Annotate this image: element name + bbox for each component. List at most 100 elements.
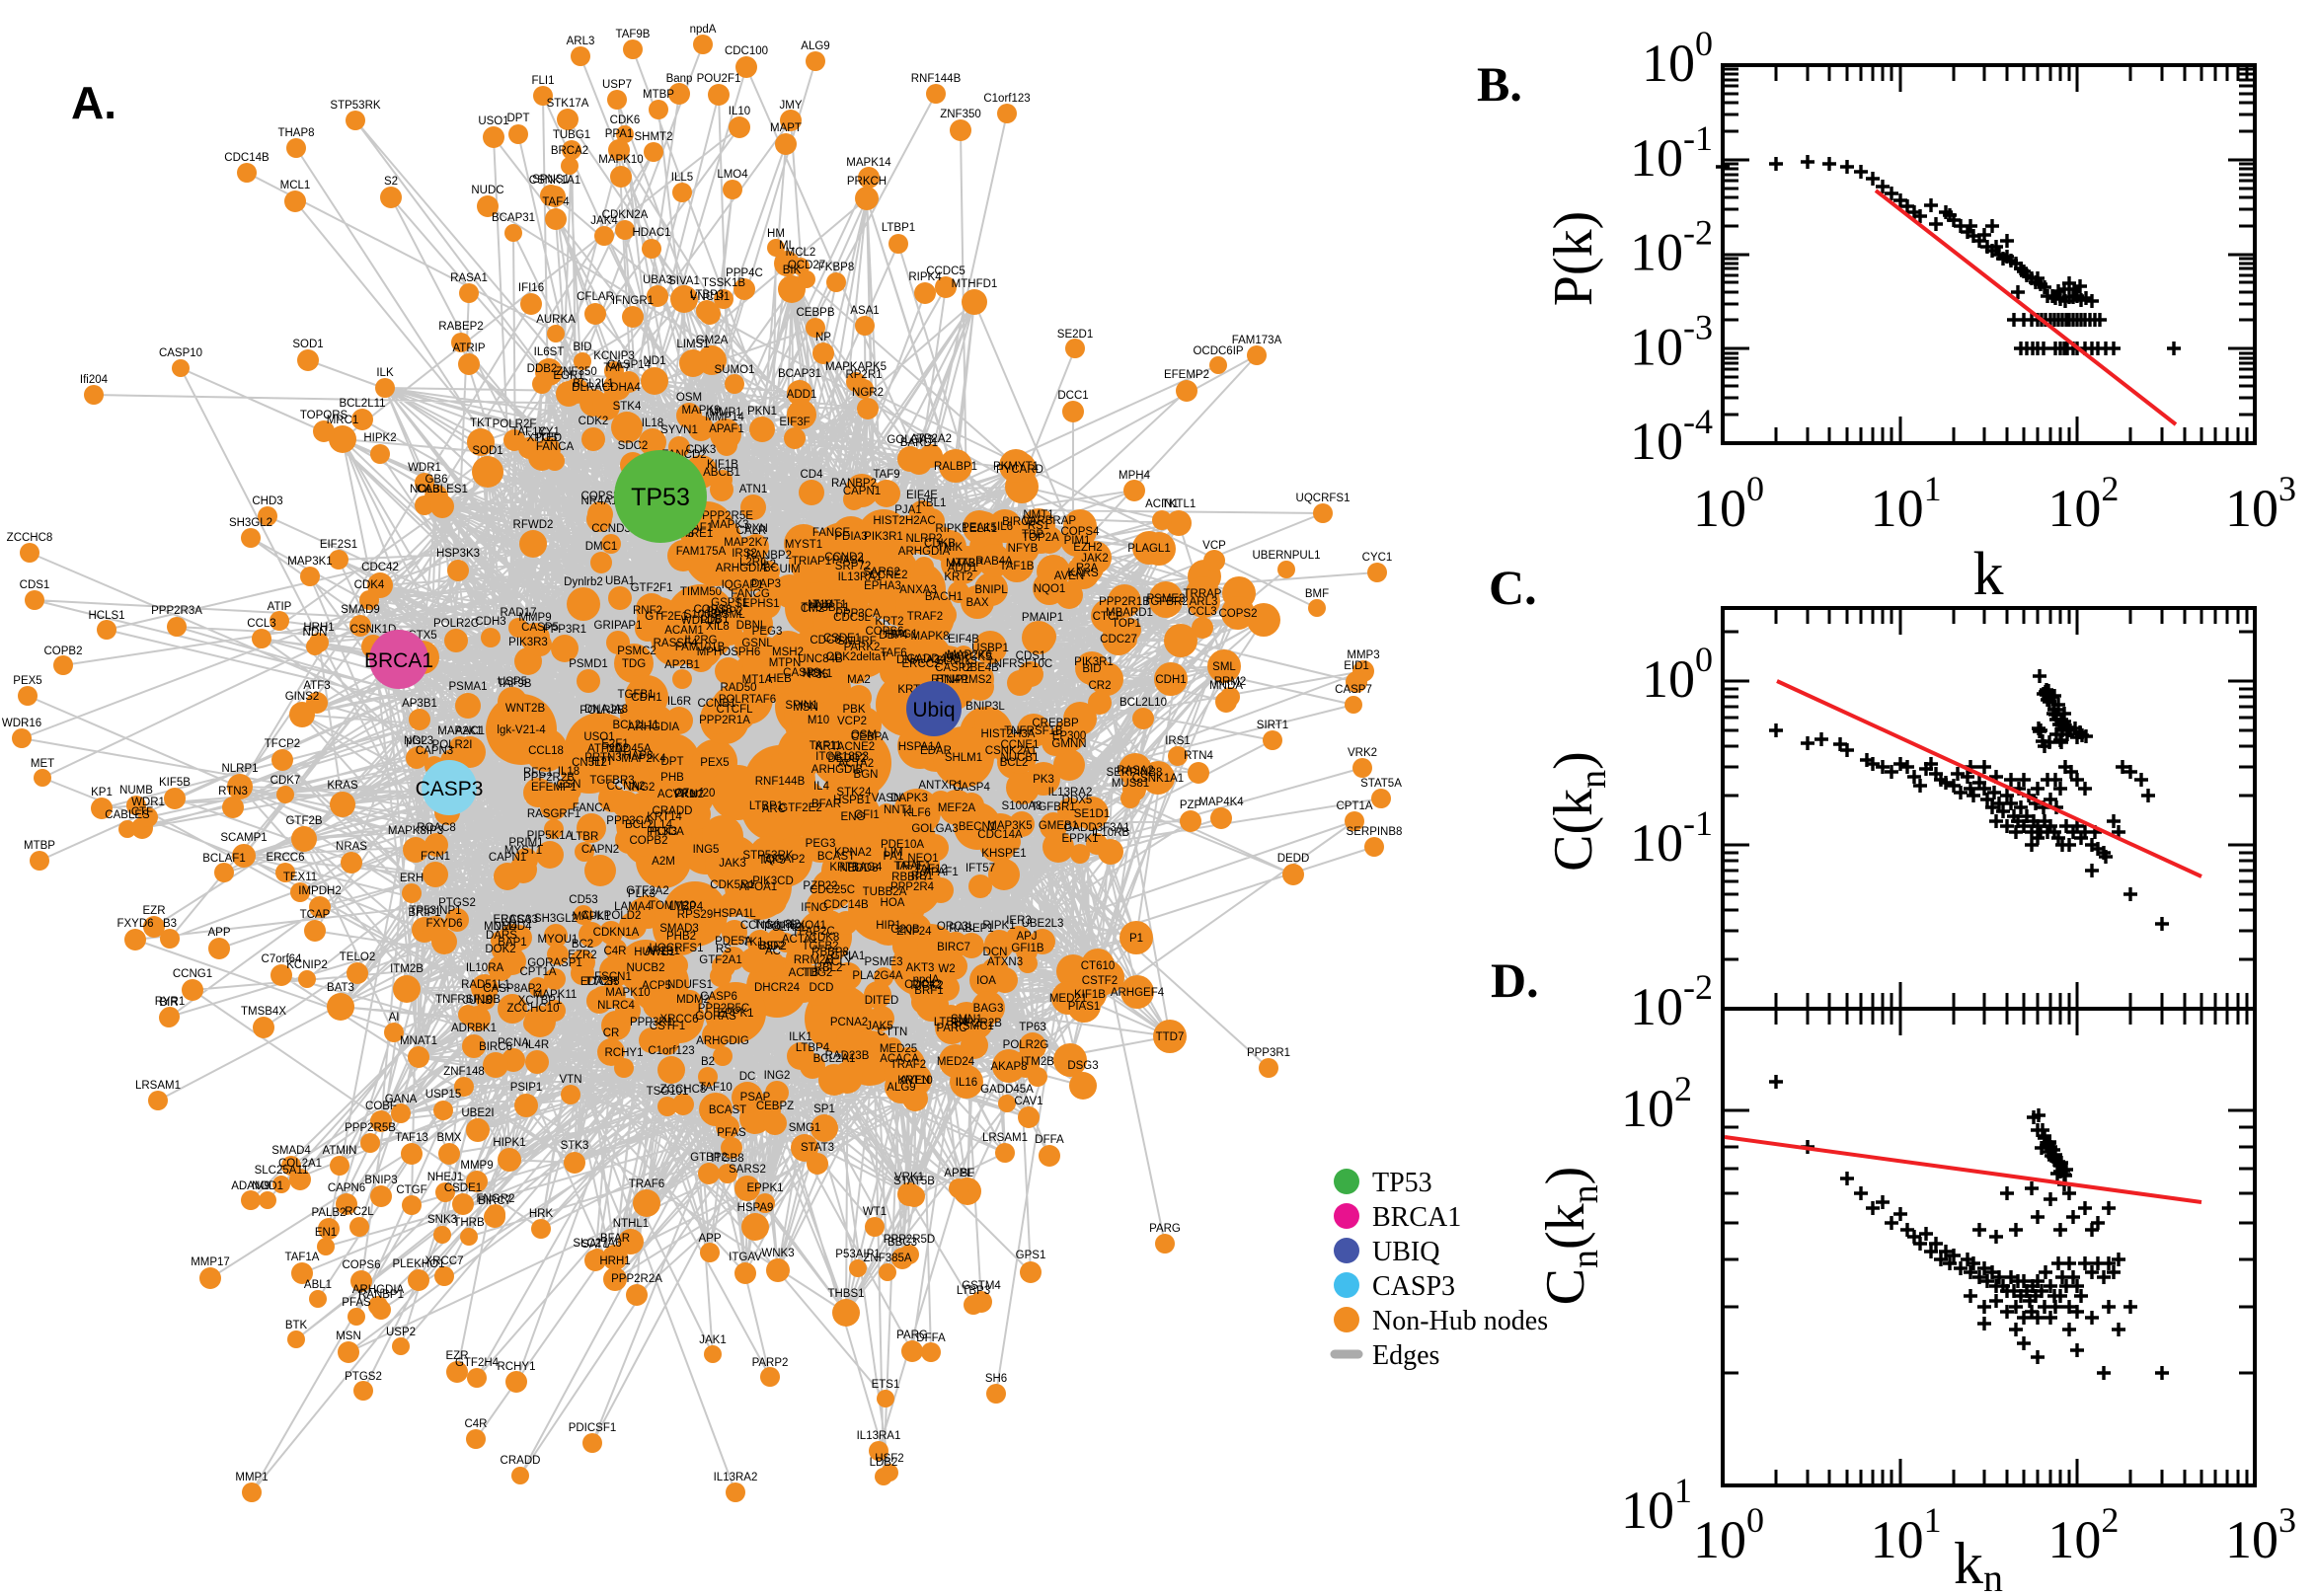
svg-text:COPS6: COPS6 <box>343 1259 381 1271</box>
svg-text:MSN: MSN <box>793 702 818 714</box>
svg-text:PPA1: PPA1 <box>605 128 634 140</box>
svg-text:MAPKAPK5: MAPKAPK5 <box>825 361 887 373</box>
svg-text:k: k <box>1973 541 2004 608</box>
svg-text:SERPINB8: SERPINB8 <box>1107 767 1163 779</box>
svg-text:MBARD1: MBARD1 <box>1106 607 1153 619</box>
svg-text:DNAJA3: DNAJA3 <box>896 654 940 666</box>
svg-text:USP15: USP15 <box>425 1089 461 1101</box>
svg-text:B.: B. <box>1477 56 1522 112</box>
svg-text:GTBP2: GTBP2 <box>690 1152 728 1164</box>
svg-text:GOLGA3: GOLGA3 <box>911 823 958 835</box>
svg-text:DPT: DPT <box>661 756 684 768</box>
svg-text:TDG: TDG <box>622 658 646 670</box>
svg-text:TAF6: TAF6 <box>880 647 906 659</box>
svg-text:SIRT1: SIRT1 <box>1257 720 1288 731</box>
svg-text:PBK: PBK <box>842 704 865 716</box>
svg-text:ILK: ILK <box>376 367 394 379</box>
svg-text:PARC: PARC <box>936 1023 966 1034</box>
svg-text:RIPK1: RIPK1 <box>982 920 1015 932</box>
svg-text:USF2: USF2 <box>757 941 786 952</box>
svg-text:RRM2B: RRM2B <box>794 954 834 966</box>
svg-text:NCK1: NCK1 <box>803 668 833 680</box>
svg-text:PLAGL1: PLAGL1 <box>1127 543 1170 555</box>
svg-text:RAB4A: RAB4A <box>975 556 1013 568</box>
svg-text:C4R: C4R <box>464 1418 487 1430</box>
svg-text:MUS81: MUS81 <box>1112 778 1149 790</box>
svg-text:AP1B1: AP1B1 <box>645 946 680 957</box>
svg-text:NDD45A: NDD45A <box>606 743 652 755</box>
svg-text:MRC1: MRC1 <box>327 415 359 426</box>
svg-text:PPP3R1: PPP3R1 <box>1247 1047 1290 1059</box>
svg-text:PKMYT1: PKMYT1 <box>993 461 1039 473</box>
svg-text:ZNF148: ZNF148 <box>443 1066 485 1078</box>
svg-text:MMP3: MMP3 <box>1347 649 1379 661</box>
svg-text:ARHGEF4: ARHGEF4 <box>1111 987 1165 999</box>
svg-text:POU2F1: POU2F1 <box>697 73 741 85</box>
svg-text:SRP72: SRP72 <box>835 561 871 572</box>
svg-text:PPP2R2A: PPP2R2A <box>611 1273 662 1285</box>
svg-text:HSPA9: HSPA9 <box>737 1202 774 1214</box>
svg-text:VCP: VCP <box>1202 540 1226 552</box>
svg-text:HSPA1L: HSPA1L <box>713 908 756 920</box>
svg-text:PCNA: PCNA <box>498 1037 529 1049</box>
svg-text:CDC14A: CDC14A <box>977 829 1023 841</box>
svg-text:PLA2G4A: PLA2G4A <box>852 970 902 982</box>
svg-text:POLR2C: POLR2C <box>433 618 479 630</box>
svg-text:MCL1: MCL1 <box>280 180 311 191</box>
svg-text:JAK2: JAK2 <box>1081 553 1109 565</box>
svg-text:TAF12: TAF12 <box>914 864 948 875</box>
svg-text:UBE2I: UBE2I <box>461 1107 494 1119</box>
svg-text:IL2RG: IL2RG <box>684 635 717 646</box>
svg-text:TAF1B: TAF1B <box>1000 561 1035 572</box>
svg-text:MAP2K4: MAP2K4 <box>621 753 666 765</box>
svg-text:FKBP8: FKBP8 <box>818 262 854 273</box>
svg-text:PDIA3: PDIA3 <box>834 531 867 543</box>
svg-text:CSNK1D: CSNK1D <box>350 624 397 636</box>
svg-text:CDC42: CDC42 <box>904 979 942 991</box>
svg-text:HMG1: HMG1 <box>885 629 917 641</box>
svg-text:PTGS2: PTGS2 <box>438 897 476 909</box>
svg-text:SERPINB8: SERPINB8 <box>1347 826 1403 838</box>
svg-text:TRIAP1: TRIAP1 <box>792 556 831 568</box>
svg-text:GTF2E1: GTF2E1 <box>645 611 687 623</box>
svg-text:PARK2: PARK2 <box>844 642 881 653</box>
svg-text:SNK3: SNK3 <box>427 1214 457 1226</box>
svg-text:BCL2L1: BCL2L1 <box>573 378 614 390</box>
svg-text:APP: APP <box>698 1233 721 1245</box>
svg-text:TFCP2: TFCP2 <box>265 738 300 750</box>
svg-text:MAPK10: MAPK10 <box>605 987 650 999</box>
svg-text:THRB: THRB <box>453 1217 485 1229</box>
svg-text:TTD7: TTD7 <box>1156 1031 1185 1043</box>
svg-text:CDC27: CDC27 <box>1100 634 1137 646</box>
svg-text:SMAD9: SMAD9 <box>341 604 380 616</box>
svg-text:APOA1: APOA1 <box>739 881 777 893</box>
svg-text:COPB2: COPB2 <box>44 646 83 657</box>
svg-text:PYCARD: PYCARD <box>996 464 1043 476</box>
svg-text:DNAJA3: DNAJA3 <box>584 704 628 716</box>
svg-text:ZCCHC8: ZCCHC8 <box>7 532 53 544</box>
svg-text:MNDA: MNDA <box>1209 680 1243 692</box>
svg-text:ERCC6: ERCC6 <box>267 852 305 864</box>
svg-text:ING5: ING5 <box>693 844 720 856</box>
svg-text:APJ: APJ <box>1016 931 1037 943</box>
svg-text:CR: CR <box>603 1027 620 1039</box>
svg-text:L2RG: L2RG <box>739 557 769 569</box>
svg-text:G20B: G20B <box>890 924 920 936</box>
svg-text:PSIP1: PSIP1 <box>510 1082 543 1094</box>
svg-text:STP53RK: STP53RK <box>330 100 380 112</box>
svg-text:GORASP1: GORASP1 <box>527 957 582 969</box>
svg-text:ZCCHC8: ZCCHC8 <box>660 1084 707 1096</box>
svg-text:TGFB2: TGFB2 <box>802 941 838 952</box>
svg-text:VARBRAP: VARBRAP <box>1023 515 1076 527</box>
svg-text:PSMC2: PSMC2 <box>617 646 656 657</box>
svg-text:IER3: IER3 <box>1006 915 1032 927</box>
svg-text:CASP3: CASP3 <box>1372 1271 1455 1302</box>
svg-text:PPP2R5E: PPP2R5E <box>702 510 753 522</box>
svg-text:HOA: HOA <box>881 897 905 909</box>
svg-text:HRH1: HRH1 <box>303 622 334 634</box>
svg-text:XPO5: XPO5 <box>527 432 558 444</box>
svg-text:EPPK1: EPPK1 <box>1061 833 1098 845</box>
svg-text:TTC35: TTC35 <box>584 976 619 988</box>
svg-text:C4R: C4R <box>603 946 626 957</box>
svg-text:P53AIP1: P53AIP1 <box>835 1249 880 1260</box>
